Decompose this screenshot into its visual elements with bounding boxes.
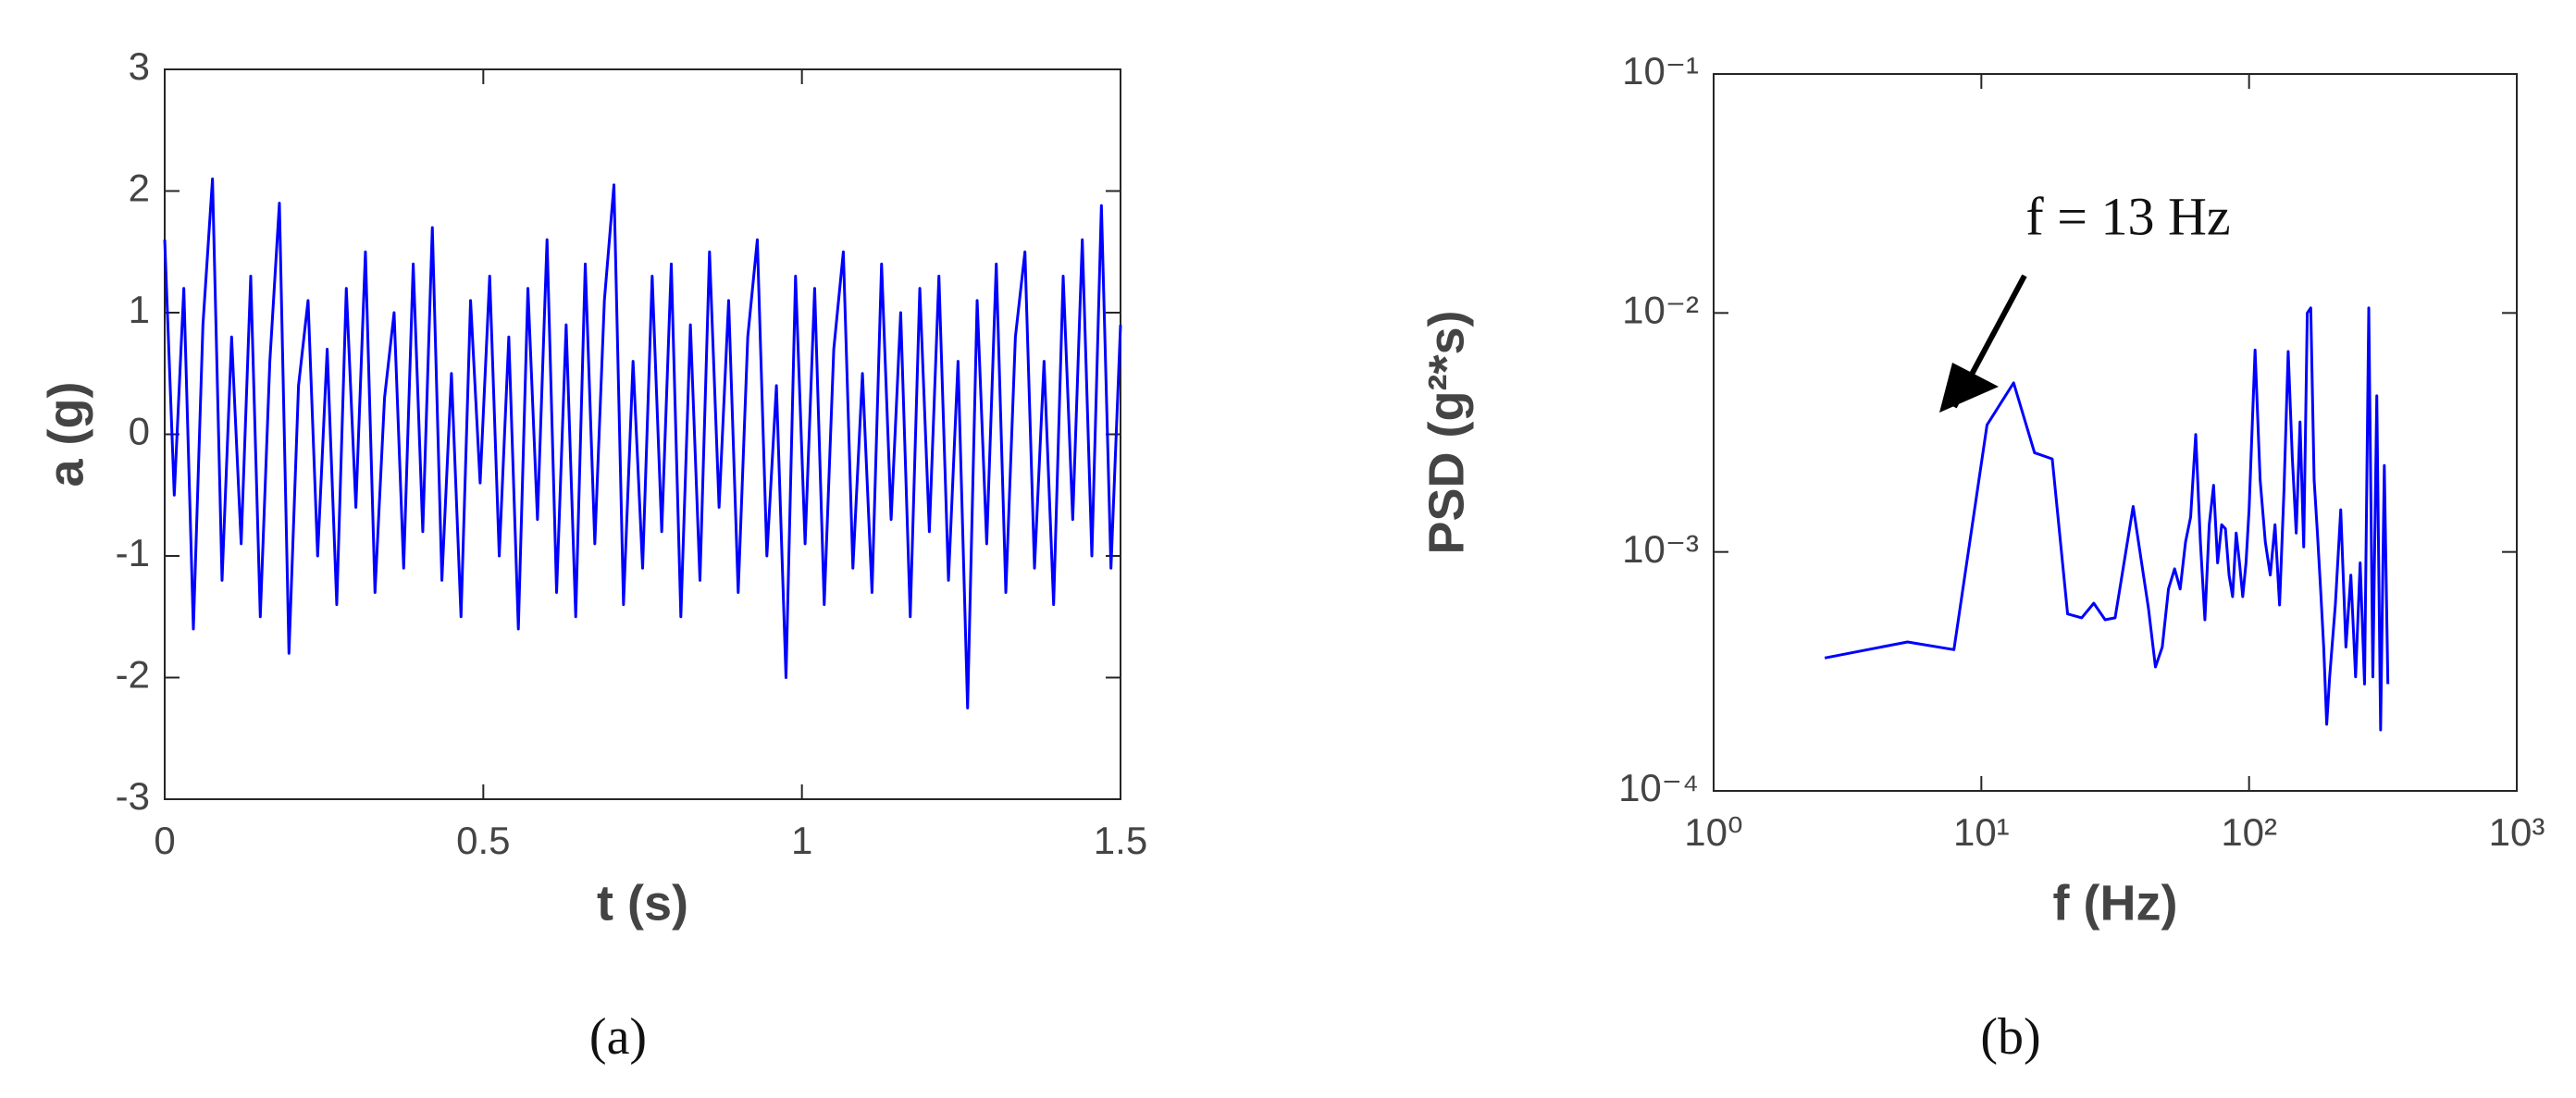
caption: (b) [1980, 1008, 2040, 1066]
x-tick-label: 1.5 [1094, 819, 1147, 862]
y-tick-label: 10⁻⁴ [1618, 766, 1699, 809]
y-axis-label: a (g) [38, 382, 93, 487]
y-tick-label: -2 [116, 653, 150, 697]
x-tick-label: 0 [154, 819, 175, 862]
x-tick-label: 10² [2221, 810, 2277, 854]
x-tick-label: 1 [791, 819, 812, 862]
y-tick-label: 10⁻² [1622, 288, 1699, 331]
y-tick-label: 10⁻¹ [1622, 49, 1699, 93]
data-line [1824, 306, 2390, 732]
annotation-arrowhead [1939, 363, 1999, 413]
plot-frame [1713, 73, 2518, 792]
x-axis-label: t (s) [597, 875, 688, 931]
annotation: f = 13 Hz [2025, 186, 2230, 246]
caption: (a) [589, 1008, 647, 1066]
y-tick-label: 10⁻³ [1622, 527, 1699, 571]
x-tick-label: 10¹ [1953, 810, 2010, 854]
y-axis-label: PSD (g²*s) [1418, 310, 1474, 554]
y-tick-label: -3 [116, 774, 150, 818]
y-tick-label: 2 [129, 167, 150, 210]
plot-frame [164, 68, 1121, 800]
x-tick-label: 0.5 [456, 819, 510, 862]
data-line [163, 177, 1122, 709]
y-tick-label: 3 [129, 44, 150, 88]
x-tick-label: 10³ [2489, 810, 2545, 854]
x-axis-label: f (Hz) [2053, 875, 2178, 931]
y-tick-label: 0 [129, 410, 150, 453]
y-tick-label: -1 [116, 531, 150, 574]
x-tick-label: 10⁰ [1684, 810, 1743, 854]
y-tick-label: 1 [129, 288, 150, 331]
